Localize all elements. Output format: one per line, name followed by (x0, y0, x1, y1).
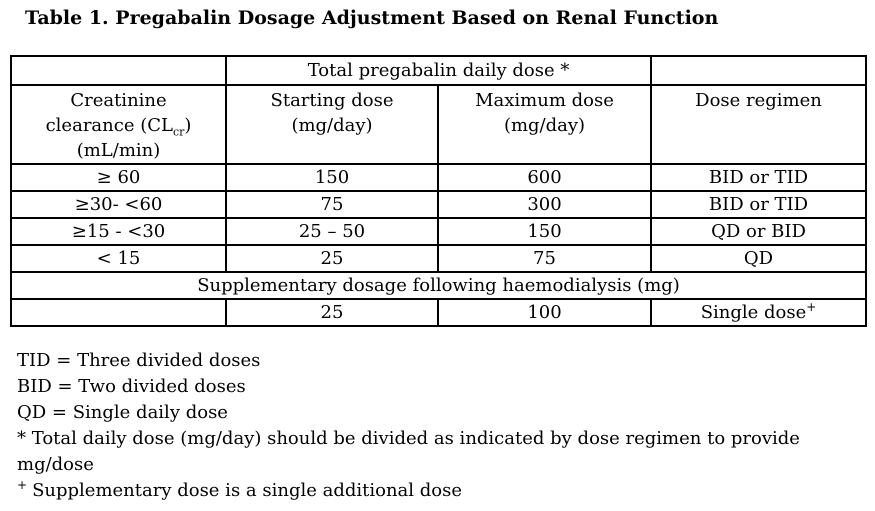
footnote-plus-text: Supplementary dose is a single additiona… (32, 480, 463, 501)
dose-regimen-cell: BID or TID (650, 190, 868, 219)
footnote-bid: BID = Two divided doses (17, 376, 246, 397)
maximum-dose-cell: 150 (436, 217, 653, 246)
maximum-dose-cell: 75 (436, 244, 653, 273)
footnote-asterisk-line2: mg/dose (17, 454, 94, 475)
clcr-range-cell: < 15 (10, 244, 227, 273)
clcr-subscript: cr (172, 125, 185, 139)
maximum-dose-cell: 300 (436, 190, 653, 219)
clcr-range-cell: ≥30- <60 (10, 190, 227, 219)
clcr-range-cell: ≥ 60 (10, 163, 227, 192)
dose-regimen-cell: BID or TID (650, 163, 868, 192)
maximum-dose-header-cell: Maximum dose (mg/day) (436, 84, 653, 165)
starting-dose-cell: 75 (225, 190, 439, 219)
supplementary-maximum-dose-cell: 100 (436, 298, 653, 327)
maximum-dose-cell: 600 (436, 163, 653, 192)
footnote-plus: + Supplementary dose is a single addition… (17, 478, 800, 504)
empty-cell (10, 298, 227, 327)
span-header-cell: Total pregabalin daily dose * (224, 55, 653, 86)
table-title: Table 1. Pregabalin Dosage Adjustment Ba… (25, 7, 719, 29)
table-row-clcr-30-60: ≥30- <60 75 300 BID or TID (10, 190, 868, 219)
starting-dose-header-line2: (mg/day) (291, 115, 373, 136)
supplementary-regimen-cell: Single dose+ (650, 298, 868, 327)
single-dose-label: Single dose (700, 302, 807, 323)
creatinine-clearance-header-cell: Creatinine clearance (CLcr) (mL/min) (10, 84, 227, 165)
table-row-clcr-60: ≥ 60 150 600 BID or TID (10, 163, 868, 192)
starting-dose-cell: 150 (225, 163, 439, 192)
table-row-column-headers: Creatinine clearance (CLcr) (mL/min) Sta… (10, 84, 868, 165)
maximum-dose-header-line2: (mg/day) (503, 115, 586, 136)
footnote-qd: QD = Single daily dose (17, 402, 228, 423)
clcr-range-cell: ≥15 - <30 (10, 217, 227, 246)
maximum-dose-header-line1: Maximum dose (475, 90, 614, 111)
pregabalin-dose-table: Total pregabalin daily dose * Creatinine… (9, 55, 868, 327)
dose-regimen-header-cell: Dose regimen (650, 84, 868, 165)
creatinine-header-line3: (mL/min) (76, 140, 161, 161)
footnote-asterisk-line1: * Total daily dose (mg/day) should be di… (17, 428, 800, 449)
starting-dose-header-cell: Starting dose (mg/day) (225, 84, 439, 165)
dose-regimen-cell: QD or BID (650, 217, 868, 246)
footnotes-block: TID = Three divided doses BID = Two divi… (17, 348, 800, 504)
empty-cell (10, 55, 227, 86)
empty-cell (650, 55, 868, 86)
table-row-supplementary-values: 25 100 Single dose+ (10, 298, 868, 327)
single-dose-plus-marker: + (806, 300, 817, 314)
dose-regimen-cell: QD (650, 244, 868, 273)
creatinine-header-line1: Creatinine (70, 90, 167, 111)
table-row-clcr-15-30: ≥15 - <30 25 – 50 150 QD or BID (10, 217, 868, 246)
starting-dose-cell: 25 – 50 (225, 217, 439, 246)
supplementary-header-cell: Supplementary dosage following haemodial… (9, 271, 868, 300)
creatinine-header-line2-close: ) (184, 115, 192, 136)
plus-marker: + (17, 478, 28, 492)
table-row-span-header: Total pregabalin daily dose * (10, 55, 868, 86)
footnote-tid: TID = Three divided doses (17, 350, 261, 371)
table-row-supplementary-header: Supplementary dosage following haemodial… (9, 271, 868, 300)
starting-dose-cell: 25 (225, 244, 439, 273)
creatinine-header-line2: clearance (CL (45, 115, 173, 136)
table-row-clcr-under-15: < 15 25 75 QD (10, 244, 868, 273)
starting-dose-header-line1: Starting dose (270, 90, 394, 111)
supplementary-starting-dose-cell: 25 (225, 298, 439, 327)
